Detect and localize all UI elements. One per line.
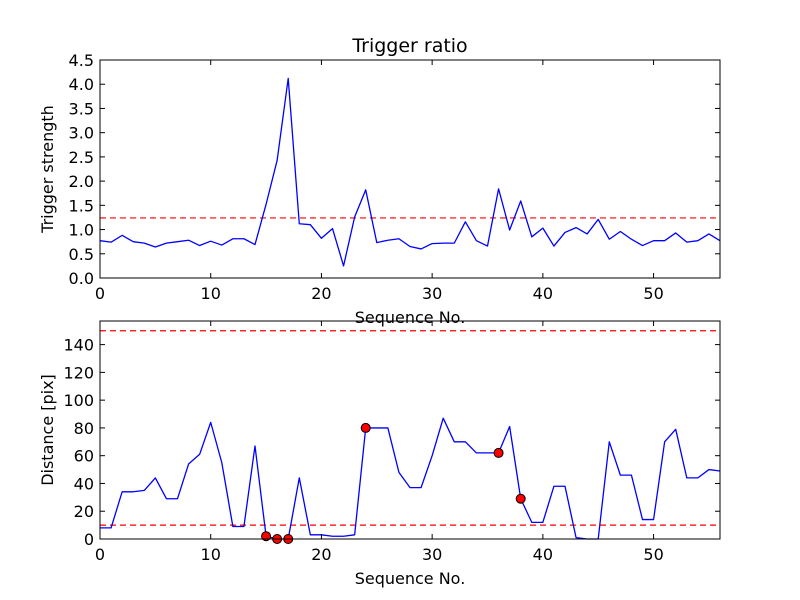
- highlight-marker: [360, 422, 371, 433]
- y-tick-label: 1.0: [69, 221, 94, 240]
- x-tick-label: 30: [422, 545, 442, 564]
- y-tick-label: 20: [74, 502, 94, 521]
- x-tick-label: 0: [95, 545, 105, 564]
- y-tick-label: 80: [74, 419, 94, 438]
- axes-frame: [99, 59, 721, 279]
- y-tick-label: 4.0: [69, 75, 94, 94]
- y-tick-label: 0: [84, 530, 94, 549]
- trigger-ratio-subplot: 0 10 20 30 40 50 0.0 0.5 1.0 1.5 2.0 2.5 3.0 3.5 4.0 4.…: [38, 35, 721, 327]
- x-tick-label: 20: [311, 284, 331, 303]
- x-tick-label: 40: [533, 284, 553, 303]
- y-tick-label: 2.0: [69, 172, 94, 191]
- y-tick-label: 60: [74, 447, 94, 466]
- x-tick-label: 0: [95, 284, 105, 303]
- y-tick-label: 4.5: [69, 51, 94, 70]
- distance-subplot: 0 10 20 30 40 50 0 20 40 60 80 100 120 140 Sequence No…: [38, 320, 721, 588]
- y-tick-label: 100: [63, 391, 94, 410]
- x-axis-label: Sequence No.: [355, 569, 466, 588]
- series-line: [100, 417, 721, 540]
- y-tick-label: 3.0: [69, 124, 94, 143]
- highlight-marker: [493, 447, 504, 458]
- chart-title: Trigger ratio: [351, 35, 467, 57]
- highlight-marker: [261, 531, 272, 542]
- y-axis-label: Trigger strength: [38, 105, 57, 234]
- y-tick-label: 140: [63, 336, 94, 355]
- y-tick-label: 1.5: [69, 196, 94, 215]
- y-tick-label: 2.5: [69, 148, 94, 167]
- y-tick-label: 3.5: [69, 99, 94, 118]
- series-line: [99, 77, 721, 267]
- highlight-marker: [515, 493, 526, 504]
- y-tick-label: 0.5: [69, 245, 94, 264]
- x-tick-label: 50: [643, 284, 663, 303]
- y-axis-label: Distance [pix]: [38, 374, 57, 486]
- x-axis-label: Sequence No.: [355, 308, 466, 327]
- axes-frame: [99, 320, 721, 540]
- y-tick-label: 0.0: [69, 269, 94, 288]
- x-tick-label: 30: [422, 284, 442, 303]
- x-tick-label: 10: [201, 545, 221, 564]
- x-tick-label: 50: [643, 545, 663, 564]
- x-tick-label: 40: [533, 545, 553, 564]
- x-tick-label: 10: [201, 284, 221, 303]
- y-tick-label: 40: [74, 474, 94, 493]
- y-tick-label: 120: [63, 363, 94, 382]
- x-tick-label: 20: [311, 545, 331, 564]
